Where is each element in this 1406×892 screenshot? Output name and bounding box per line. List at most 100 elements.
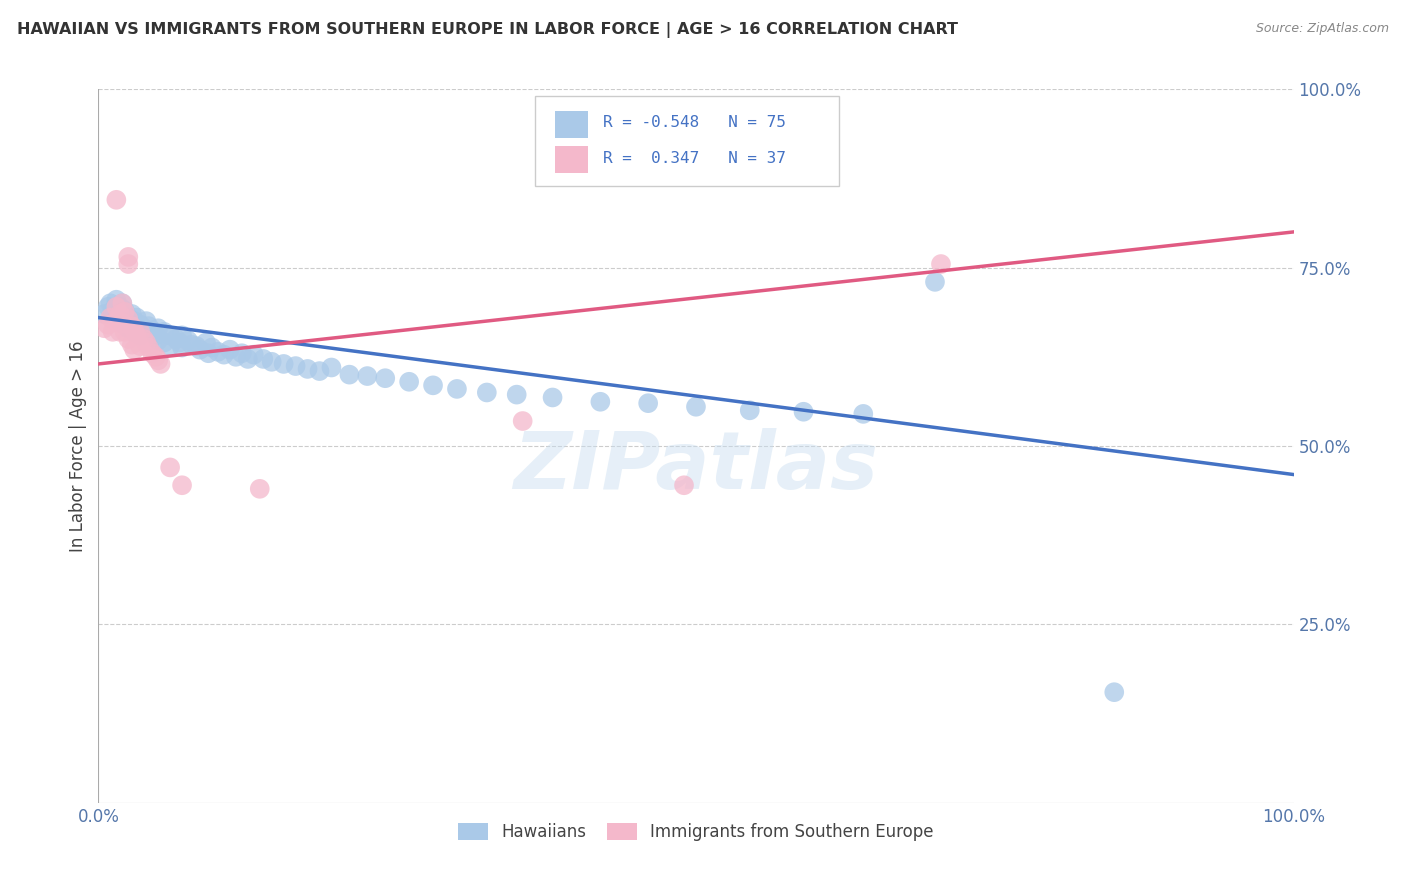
Point: [114, 325, 136, 339]
Point: [188, 343, 211, 357]
Point: [111, 307, 134, 321]
Point: [114, 318, 136, 332]
Point: [124, 323, 146, 337]
Point: [111, 296, 134, 310]
Point: [93, 321, 115, 335]
Legend: Hawaiians, Immigrants from Southern Europe: Hawaiians, Immigrants from Southern Euro…: [451, 816, 941, 848]
Point: [356, 369, 378, 384]
Point: [793, 405, 815, 419]
Point: [149, 357, 172, 371]
Point: [541, 391, 564, 405]
Point: [135, 314, 157, 328]
Point: [207, 344, 229, 359]
Point: [422, 378, 444, 392]
Point: [180, 337, 202, 351]
Point: [111, 316, 134, 330]
Point: [121, 318, 143, 332]
Point: [273, 357, 295, 371]
Point: [129, 339, 152, 353]
Point: [339, 368, 361, 382]
Point: [252, 351, 274, 366]
Point: [124, 314, 146, 328]
Point: [108, 307, 131, 321]
Point: [475, 385, 498, 400]
Point: [117, 250, 139, 264]
Point: [249, 482, 271, 496]
Point: [135, 335, 157, 350]
Text: R =  0.347   N = 37: R = 0.347 N = 37: [603, 151, 786, 166]
Point: [97, 318, 120, 332]
Point: [231, 346, 253, 360]
Point: [589, 394, 612, 409]
Point: [145, 350, 167, 364]
Point: [284, 359, 307, 373]
Point: [117, 257, 139, 271]
Point: [219, 343, 242, 357]
Point: [148, 353, 170, 368]
Point: [165, 332, 187, 346]
Point: [135, 325, 157, 339]
Point: [121, 307, 143, 321]
FancyBboxPatch shape: [534, 96, 839, 186]
Point: [124, 343, 146, 357]
Point: [148, 321, 170, 335]
Point: [125, 328, 148, 343]
Point: [105, 293, 128, 307]
Point: [97, 300, 120, 314]
Point: [129, 325, 152, 339]
Point: [105, 193, 128, 207]
Point: [93, 307, 115, 321]
FancyBboxPatch shape: [555, 146, 589, 173]
Point: [98, 310, 122, 325]
Point: [121, 337, 143, 351]
Point: [124, 325, 146, 339]
Point: [195, 335, 218, 350]
Point: [159, 460, 181, 475]
Point: [260, 355, 283, 369]
Point: [132, 332, 155, 346]
Point: [145, 328, 167, 343]
Point: [201, 341, 224, 355]
Point: [308, 364, 330, 378]
Point: [114, 303, 136, 318]
Point: [153, 335, 176, 350]
Point: [105, 300, 128, 314]
Point: [117, 312, 139, 326]
Point: [738, 403, 761, 417]
Point: [685, 400, 707, 414]
Point: [141, 323, 163, 337]
Point: [108, 300, 131, 314]
Point: [138, 319, 160, 334]
Point: [105, 314, 128, 328]
Point: [117, 332, 139, 346]
Point: [929, 257, 952, 271]
Point: [172, 341, 194, 355]
Point: [374, 371, 396, 385]
Point: [148, 334, 170, 348]
Point: [125, 310, 148, 325]
Text: ZIPatlas: ZIPatlas: [513, 428, 879, 507]
Text: HAWAIIAN VS IMMIGRANTS FROM SOUTHERN EUROPE IN LABOR FORCE | AGE > 16 CORRELATIO: HAWAIIAN VS IMMIGRANTS FROM SOUTHERN EUR…: [17, 22, 957, 38]
Point: [506, 387, 529, 401]
Point: [172, 478, 194, 492]
Point: [117, 321, 139, 335]
Point: [852, 407, 875, 421]
Point: [243, 348, 266, 362]
FancyBboxPatch shape: [555, 111, 589, 137]
Point: [111, 296, 134, 310]
Point: [141, 346, 163, 360]
Point: [129, 318, 152, 332]
Point: [225, 350, 247, 364]
Point: [398, 375, 420, 389]
Point: [105, 310, 128, 325]
Point: [159, 339, 181, 353]
Point: [98, 296, 122, 310]
Point: [101, 325, 124, 339]
Point: [673, 478, 696, 492]
Point: [197, 346, 219, 360]
Point: [108, 314, 131, 328]
Point: [212, 348, 235, 362]
Point: [132, 321, 155, 335]
Point: [114, 305, 136, 319]
Point: [512, 414, 534, 428]
